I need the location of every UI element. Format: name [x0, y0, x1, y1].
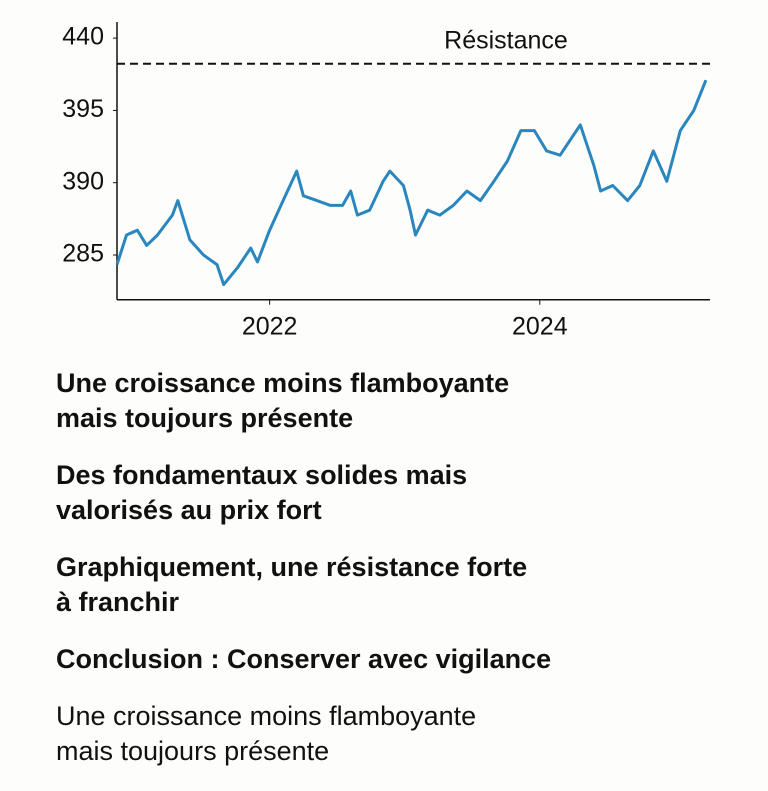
chart: 285 390 395 440 2022 2024 Résistance: [62, 22, 710, 340]
section: Conclusion : Conserver avec vigilance: [56, 642, 756, 677]
section-line: Une croissance moins flamboyante: [56, 701, 477, 731]
price-line: [115, 79, 708, 287]
section-line: Des fondamentaux solides mais: [56, 460, 468, 490]
sections: Une croissance moins flamboyante mais tou…: [56, 366, 756, 791]
page: 285 390 395 440 2022 2024 Résistance Une crois…: [56, 22, 710, 766]
y-tick-label: 440: [62, 23, 104, 51]
section-line: Graphiquement, une résistance forte: [56, 552, 528, 582]
section-line: Une croissance moins flamboyante: [56, 368, 510, 398]
x-tick-label: 2024: [512, 312, 568, 340]
section-line: mais toujours présente: [56, 403, 354, 433]
section-line: Conclusion : Conserver avec vigilance: [56, 644, 552, 674]
resistance-label: Résistance: [444, 26, 568, 54]
section-line: valorisés au prix fort: [56, 495, 322, 525]
y-tick-label: 285: [62, 240, 104, 268]
section: Des fondamentaux solides mais valorisés a…: [56, 458, 756, 528]
x-tick-label: 2022: [242, 312, 298, 340]
y-tick-label: 390: [62, 167, 104, 195]
section-line: à franchir: [56, 587, 180, 617]
section: Une croissance moins flamboyante mais tou…: [56, 699, 756, 769]
section: Une croissance moins flamboyante mais tou…: [56, 366, 756, 436]
section-line: mais toujours présente: [56, 736, 330, 766]
y-tick-label: 395: [62, 95, 104, 123]
section: Graphiquement, une résistance forte à fra…: [56, 550, 756, 620]
